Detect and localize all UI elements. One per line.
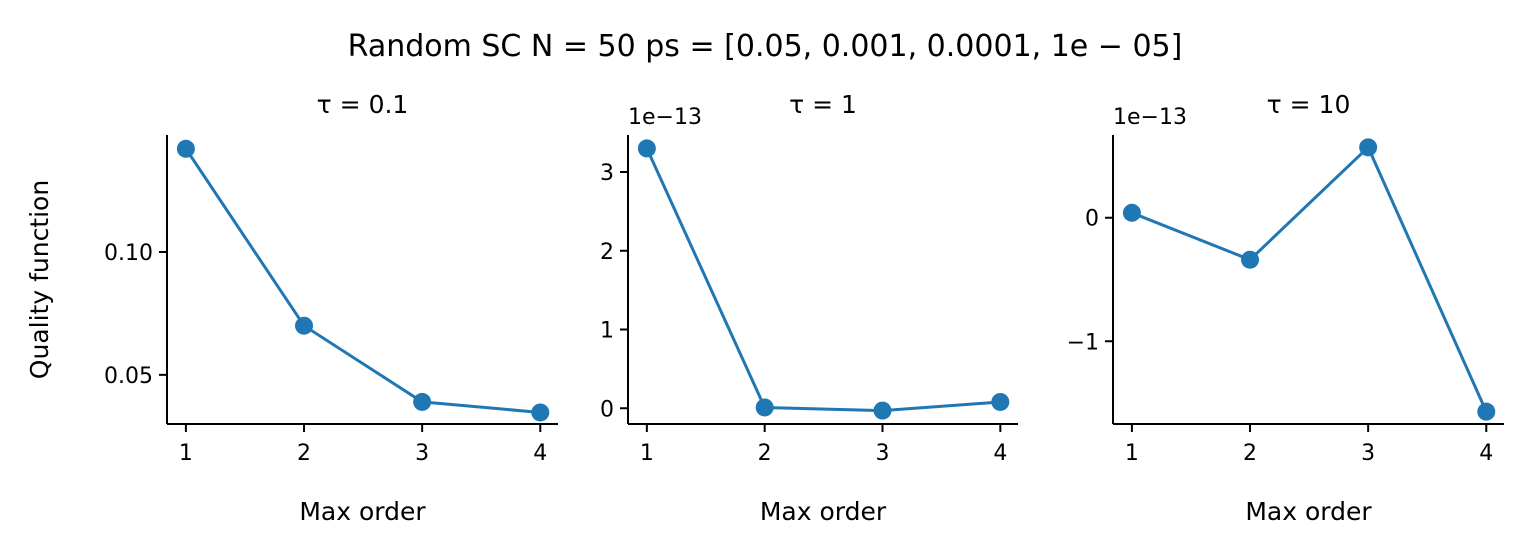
x-tick-label: 3 (415, 441, 429, 466)
x-tick-label: 1 (640, 441, 654, 466)
x-tick-label: 3 (1361, 441, 1375, 466)
offset-label: 1e−13 (1113, 105, 1187, 130)
line (1131, 144, 1488, 413)
marker (755, 398, 774, 417)
x-tick-label: 1 (1125, 441, 1139, 466)
y-tick-label: 0.05 (104, 364, 153, 389)
x-axis-label: Max order (299, 497, 426, 526)
y-tick-label: 0 (600, 397, 614, 422)
x-axis-label: Max order (1245, 497, 1372, 526)
x-tick-label: 1 (179, 441, 193, 466)
x-tick-label: 2 (1243, 441, 1257, 466)
y-axis-label: Quality function (25, 180, 54, 379)
marker (295, 316, 314, 335)
y-tick-label: 2 (600, 240, 614, 265)
subplot-title: τ = 10 (1267, 90, 1351, 119)
line (645, 147, 1001, 413)
y-tick-label: 1 (600, 319, 614, 344)
x-tick-label: 4 (1479, 441, 1493, 466)
y-tick-label: 0.10 (104, 241, 153, 266)
marker (1241, 250, 1260, 269)
subplot-title: τ = 0.1 (317, 90, 409, 119)
line (184, 147, 541, 414)
x-axis-label: Max order (760, 497, 887, 526)
marker (176, 139, 195, 158)
marker (1477, 402, 1496, 421)
marker (413, 392, 432, 411)
x-tick-label: 2 (758, 441, 772, 466)
x-tick-label: 3 (876, 441, 890, 466)
y-tick-label: −1 (1067, 330, 1099, 355)
offset-label: 1e−13 (628, 105, 702, 130)
x-tick-label: 4 (993, 441, 1007, 466)
x-tick-label: 2 (297, 441, 311, 466)
marker (873, 401, 892, 420)
marker (637, 139, 656, 158)
marker (1122, 203, 1141, 222)
subplot-title: τ = 1 (789, 90, 857, 119)
y-tick-label: 0 (1085, 207, 1099, 232)
figure-title: Random SC N = 50 ps = [0.05, 0.001, 0.00… (348, 29, 1183, 64)
marker (531, 403, 550, 422)
marker (1359, 138, 1378, 157)
x-tick-label: 4 (533, 441, 547, 466)
y-tick-label: 3 (600, 161, 614, 186)
marker (991, 392, 1010, 411)
